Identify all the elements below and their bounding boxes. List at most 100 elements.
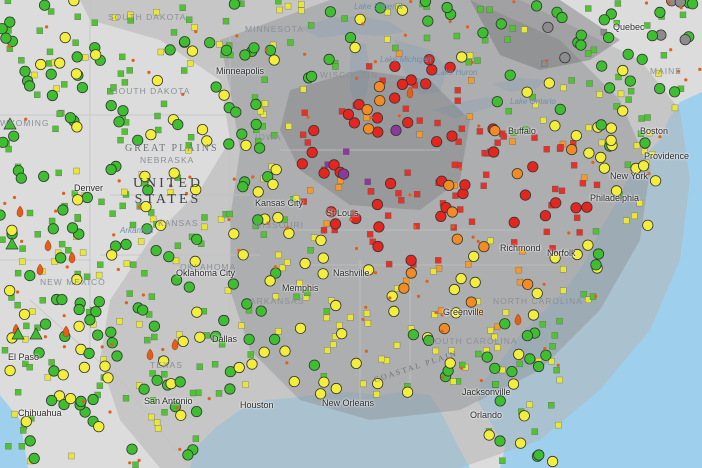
aqi-monitor-marker[interactable] [521,330,534,342]
aqi-monitor-marker[interactable] [19,65,31,77]
aqi-monitor-marker[interactable] [81,191,93,204]
aqi-monitor-marker[interactable] [386,290,398,302]
aqi-monitor-marker[interactable] [71,273,83,286]
sensor-marker[interactable] [148,293,156,300]
sensor-marker[interactable] [586,80,593,87]
sensor-marker[interactable] [584,50,592,57]
sensor-marker[interactable] [98,198,105,206]
aqi-monitor-marker[interactable] [204,37,216,49]
sensor-marker[interactable] [543,228,550,236]
sensor-marker[interactable] [367,188,375,195]
fire-icon[interactable] [16,205,24,218]
sensor-marker[interactable] [279,264,286,272]
aqi-monitor-marker[interactable] [532,360,545,373]
aqi-monitor-marker[interactable] [549,252,561,264]
triangle-station-icon[interactable] [11,327,25,340]
sensor-marker[interactable] [68,452,75,460]
aqi-monitor-marker[interactable] [448,283,460,296]
aqi-monitor-marker[interactable] [546,455,559,468]
aqi-monitor-marker[interactable] [39,0,51,11]
sensor-marker[interactable] [638,115,645,122]
aqi-monitor-marker[interactable] [592,248,605,260]
aqi-monitor-marker[interactable] [105,326,117,338]
aqi-monitor-marker[interactable] [48,365,60,377]
sensor-marker[interactable] [275,251,282,259]
aqi-monitor-marker[interactable] [511,168,523,180]
sensor-marker[interactable] [46,60,53,67]
aqi-monitor-marker[interactable] [68,0,80,7]
aqi-monitor-marker[interactable] [450,307,462,319]
aqi-monitor-marker[interactable] [38,170,50,182]
aqi-monitor-marker[interactable] [455,272,467,285]
aqi-monitor-marker[interactable] [105,163,117,176]
aqi-monitor-marker[interactable] [481,351,493,363]
aqi-monitor-marker[interactable] [65,392,77,405]
sensor-marker[interactable] [284,2,292,10]
aqi-monitor-marker[interactable] [168,167,180,179]
sensor-marker[interactable] [284,259,291,266]
sensor-marker[interactable] [553,366,560,374]
sensor-marker[interactable] [272,293,279,300]
aqi-monitor-marker[interactable] [64,112,77,124]
sensor-marker[interactable] [257,107,264,115]
sensor-marker[interactable] [341,15,348,22]
aqi-monitor-marker[interactable] [8,130,20,142]
aqi-monitor-marker[interactable] [288,375,300,388]
aqi-monitor-marker[interactable] [145,129,157,141]
aqi-monitor-marker[interactable] [519,189,532,201]
sensor-marker[interactable] [276,6,283,14]
sensor-marker[interactable] [476,309,484,316]
aqi-monitor-marker[interactable] [201,135,213,147]
sensor-marker[interactable] [598,139,606,147]
sensor-marker[interactable] [61,81,68,88]
sensor-marker[interactable] [320,227,328,234]
aqi-monitor-marker[interactable] [456,51,468,63]
aqi-monitor-marker[interactable] [571,248,583,261]
sensor-marker[interactable] [226,210,233,218]
aqi-monitor-marker[interactable] [105,100,117,112]
sensor-marker[interactable] [395,50,403,57]
sensor-marker[interactable] [568,77,575,84]
sensor-marker[interactable] [385,260,393,268]
aqi-monitor-marker[interactable] [315,234,327,246]
aqi-monitor-marker[interactable] [73,303,85,316]
sensor-marker[interactable] [22,360,29,368]
aqi-monitor-marker[interactable] [175,409,187,421]
sensor-marker[interactable] [373,391,380,398]
aqi-monitor-marker[interactable] [252,186,264,198]
aqi-monitor-marker[interactable] [267,178,279,190]
aqi-monitor-marker[interactable] [155,219,167,231]
sensor-marker[interactable] [79,249,87,256]
aqi-monitor-marker[interactable] [268,54,280,66]
aqi-monitor-marker[interactable] [248,42,260,54]
aqi-monitor-marker[interactable] [527,309,540,321]
sensor-marker[interactable] [641,148,648,155]
sensor-marker[interactable] [153,9,160,16]
sensor-marker[interactable] [130,261,137,268]
sensor-marker[interactable] [260,231,268,238]
fire-icon[interactable] [68,251,76,264]
aqi-monitor-marker[interactable] [540,349,552,361]
sensor-marker[interactable] [53,85,60,92]
sensor-marker[interactable] [532,101,539,109]
sensor-marker[interactable] [72,39,79,46]
sensor-marker[interactable] [548,358,555,365]
aqi-monitor-marker[interactable] [590,259,602,271]
sensor-marker[interactable] [519,247,526,255]
aqi-monitor-marker[interactable] [483,429,495,441]
sensor-marker[interactable] [119,202,126,210]
sensor-marker[interactable] [261,100,269,107]
sensor-marker[interactable] [117,136,124,144]
aqi-monitor-marker[interactable] [151,75,163,87]
sensor-marker[interactable] [307,22,315,29]
sensor-marker[interactable] [127,11,134,19]
fire-icon[interactable] [406,86,414,99]
aqi-monitor-marker[interactable] [299,257,311,269]
aqi-monitor-marker[interactable] [348,117,360,129]
sensor-marker[interactable] [450,378,457,385]
aqi-monitor-marker[interactable] [362,123,375,135]
aqi-monitor-marker[interactable] [239,49,251,61]
aqi-monitor-marker[interactable] [141,223,153,235]
sensor-marker[interactable] [531,134,538,141]
sensor-marker[interactable] [613,20,620,27]
